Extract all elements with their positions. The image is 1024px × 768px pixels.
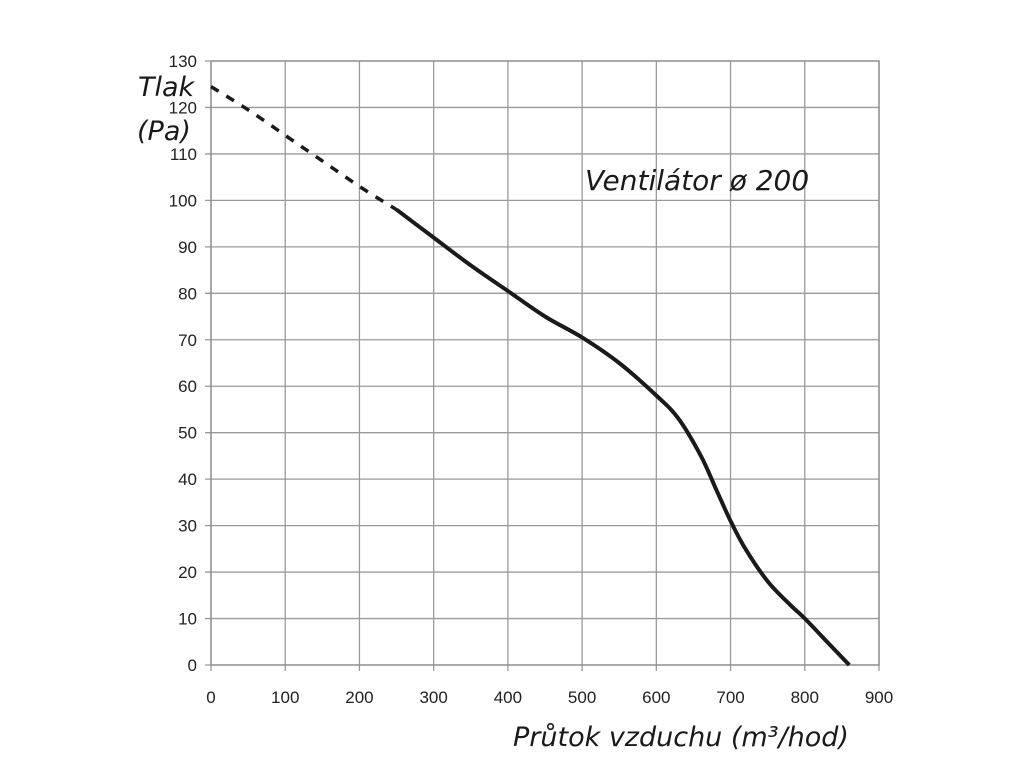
y-axis-title-line1: Tlak [138, 72, 196, 103]
curve-solid-segment [395, 208, 851, 667]
chart-annotation: Ventilátor ø 200 [585, 164, 809, 197]
y-tick-label: 70 [178, 331, 197, 350]
y-tick-label: 110 [170, 145, 197, 164]
y-tick-label: 50 [178, 424, 197, 443]
curve-dashed-segment [210, 85, 398, 212]
y-tick-label: 20 [178, 563, 197, 582]
y-tick-label: 120 [169, 98, 197, 117]
series-layer [210, 85, 851, 667]
y-tick-label: 130 [169, 52, 197, 71]
y-tick-label: 90 [178, 238, 197, 257]
x-tick-label: 500 [568, 688, 596, 707]
x-axis-title: Průtok vzduchu (m³/hod) [513, 722, 849, 753]
plot-area-border [210, 60, 880, 666]
x-tick-label: 100 [271, 688, 299, 707]
y-tick-label: 10 [178, 610, 197, 629]
x-tick-label: 200 [345, 688, 373, 707]
y-tick-label: 100 [169, 191, 197, 210]
x-tick-label: 400 [494, 688, 522, 707]
x-tick-label: 300 [419, 688, 447, 707]
y-axis-title-line2: (Pa) [137, 116, 191, 147]
y-tick-label: 40 [178, 470, 197, 489]
x-tick-label: 700 [716, 688, 744, 707]
y-tick-label: 60 [178, 377, 197, 396]
tick-labels: 0 100 200 300 400 500 600 700 800 900 0 10 20 30 40 50 6… [169, 52, 894, 707]
x-tick-label: 900 [865, 688, 893, 707]
x-tick-label: 800 [791, 688, 819, 707]
x-tick-label: 0 [206, 688, 215, 707]
y-tick-label: 30 [178, 517, 197, 536]
grid-lines [205, 60, 880, 671]
x-tick-label: 600 [642, 688, 670, 707]
y-tick-label: 80 [178, 284, 197, 303]
y-tick-label: 0 [188, 656, 197, 675]
